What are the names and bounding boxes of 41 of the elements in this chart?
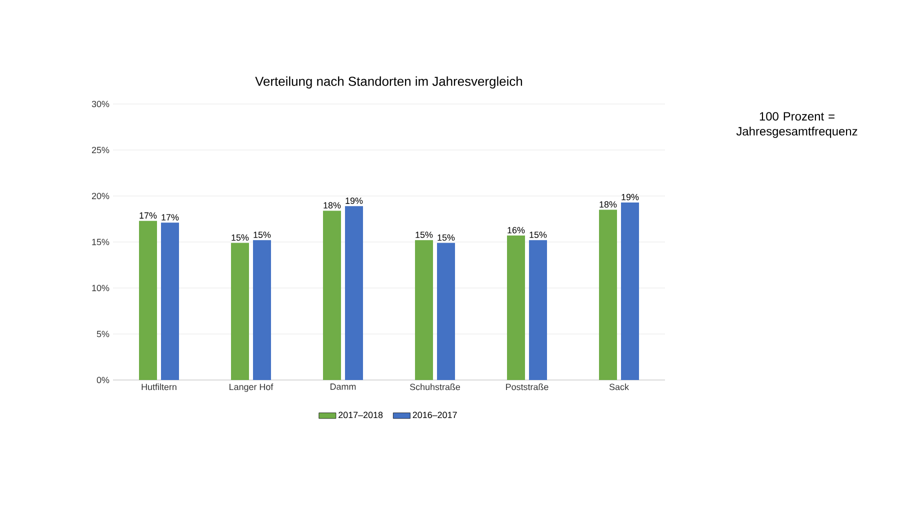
data-label: 17% xyxy=(162,214,179,220)
x-tick-label: Hutfiltern xyxy=(142,384,176,390)
bar xyxy=(437,242,456,380)
data-label: 16% xyxy=(508,227,525,234)
x-tick-label: Poststraße xyxy=(506,384,548,390)
data-label: 18% xyxy=(600,201,617,208)
y-tick-label: 10% xyxy=(92,284,110,292)
bar xyxy=(507,236,526,380)
y-tick-label: 15% xyxy=(92,238,110,246)
data-label: 15% xyxy=(438,234,455,241)
bar xyxy=(139,220,157,380)
data-label: 15% xyxy=(254,232,271,238)
bar xyxy=(253,240,272,380)
chart-title: Verteilung nach Standorten im Jahresvergleich xyxy=(255,76,522,88)
bar xyxy=(529,240,548,380)
data-label: 15% xyxy=(232,234,249,241)
legend-label: 2017–2018 xyxy=(338,412,383,418)
x-tick-label: Langer Hof xyxy=(230,384,274,392)
x-tick-label: Damm xyxy=(330,384,356,390)
data-label: 15% xyxy=(530,232,547,238)
x-tick-label: Schuhstraße xyxy=(410,384,460,390)
data-label: 15% xyxy=(416,232,433,238)
y-tick-label: 5% xyxy=(96,330,110,338)
bar xyxy=(415,240,434,380)
bar xyxy=(599,210,618,380)
x-tick-label: Sack xyxy=(609,384,629,390)
data-label: 19% xyxy=(346,198,363,204)
data-label: 18% xyxy=(324,202,341,209)
text: 100 Prozent = Jahresgesamtfrequenz xyxy=(736,112,858,138)
bar xyxy=(345,206,364,380)
y-tick-label: 30% xyxy=(92,100,110,108)
y-tick-label: 0% xyxy=(96,376,110,384)
legend-label: 2016–2017 xyxy=(412,412,457,418)
bar xyxy=(621,202,640,380)
bar xyxy=(231,242,250,380)
y-tick-label: 25% xyxy=(92,146,110,154)
bar xyxy=(323,210,342,380)
data-label: 17% xyxy=(140,212,157,219)
y-tick-label: 20% xyxy=(92,192,110,200)
bar xyxy=(161,222,179,380)
data-label: 19% xyxy=(622,194,639,200)
